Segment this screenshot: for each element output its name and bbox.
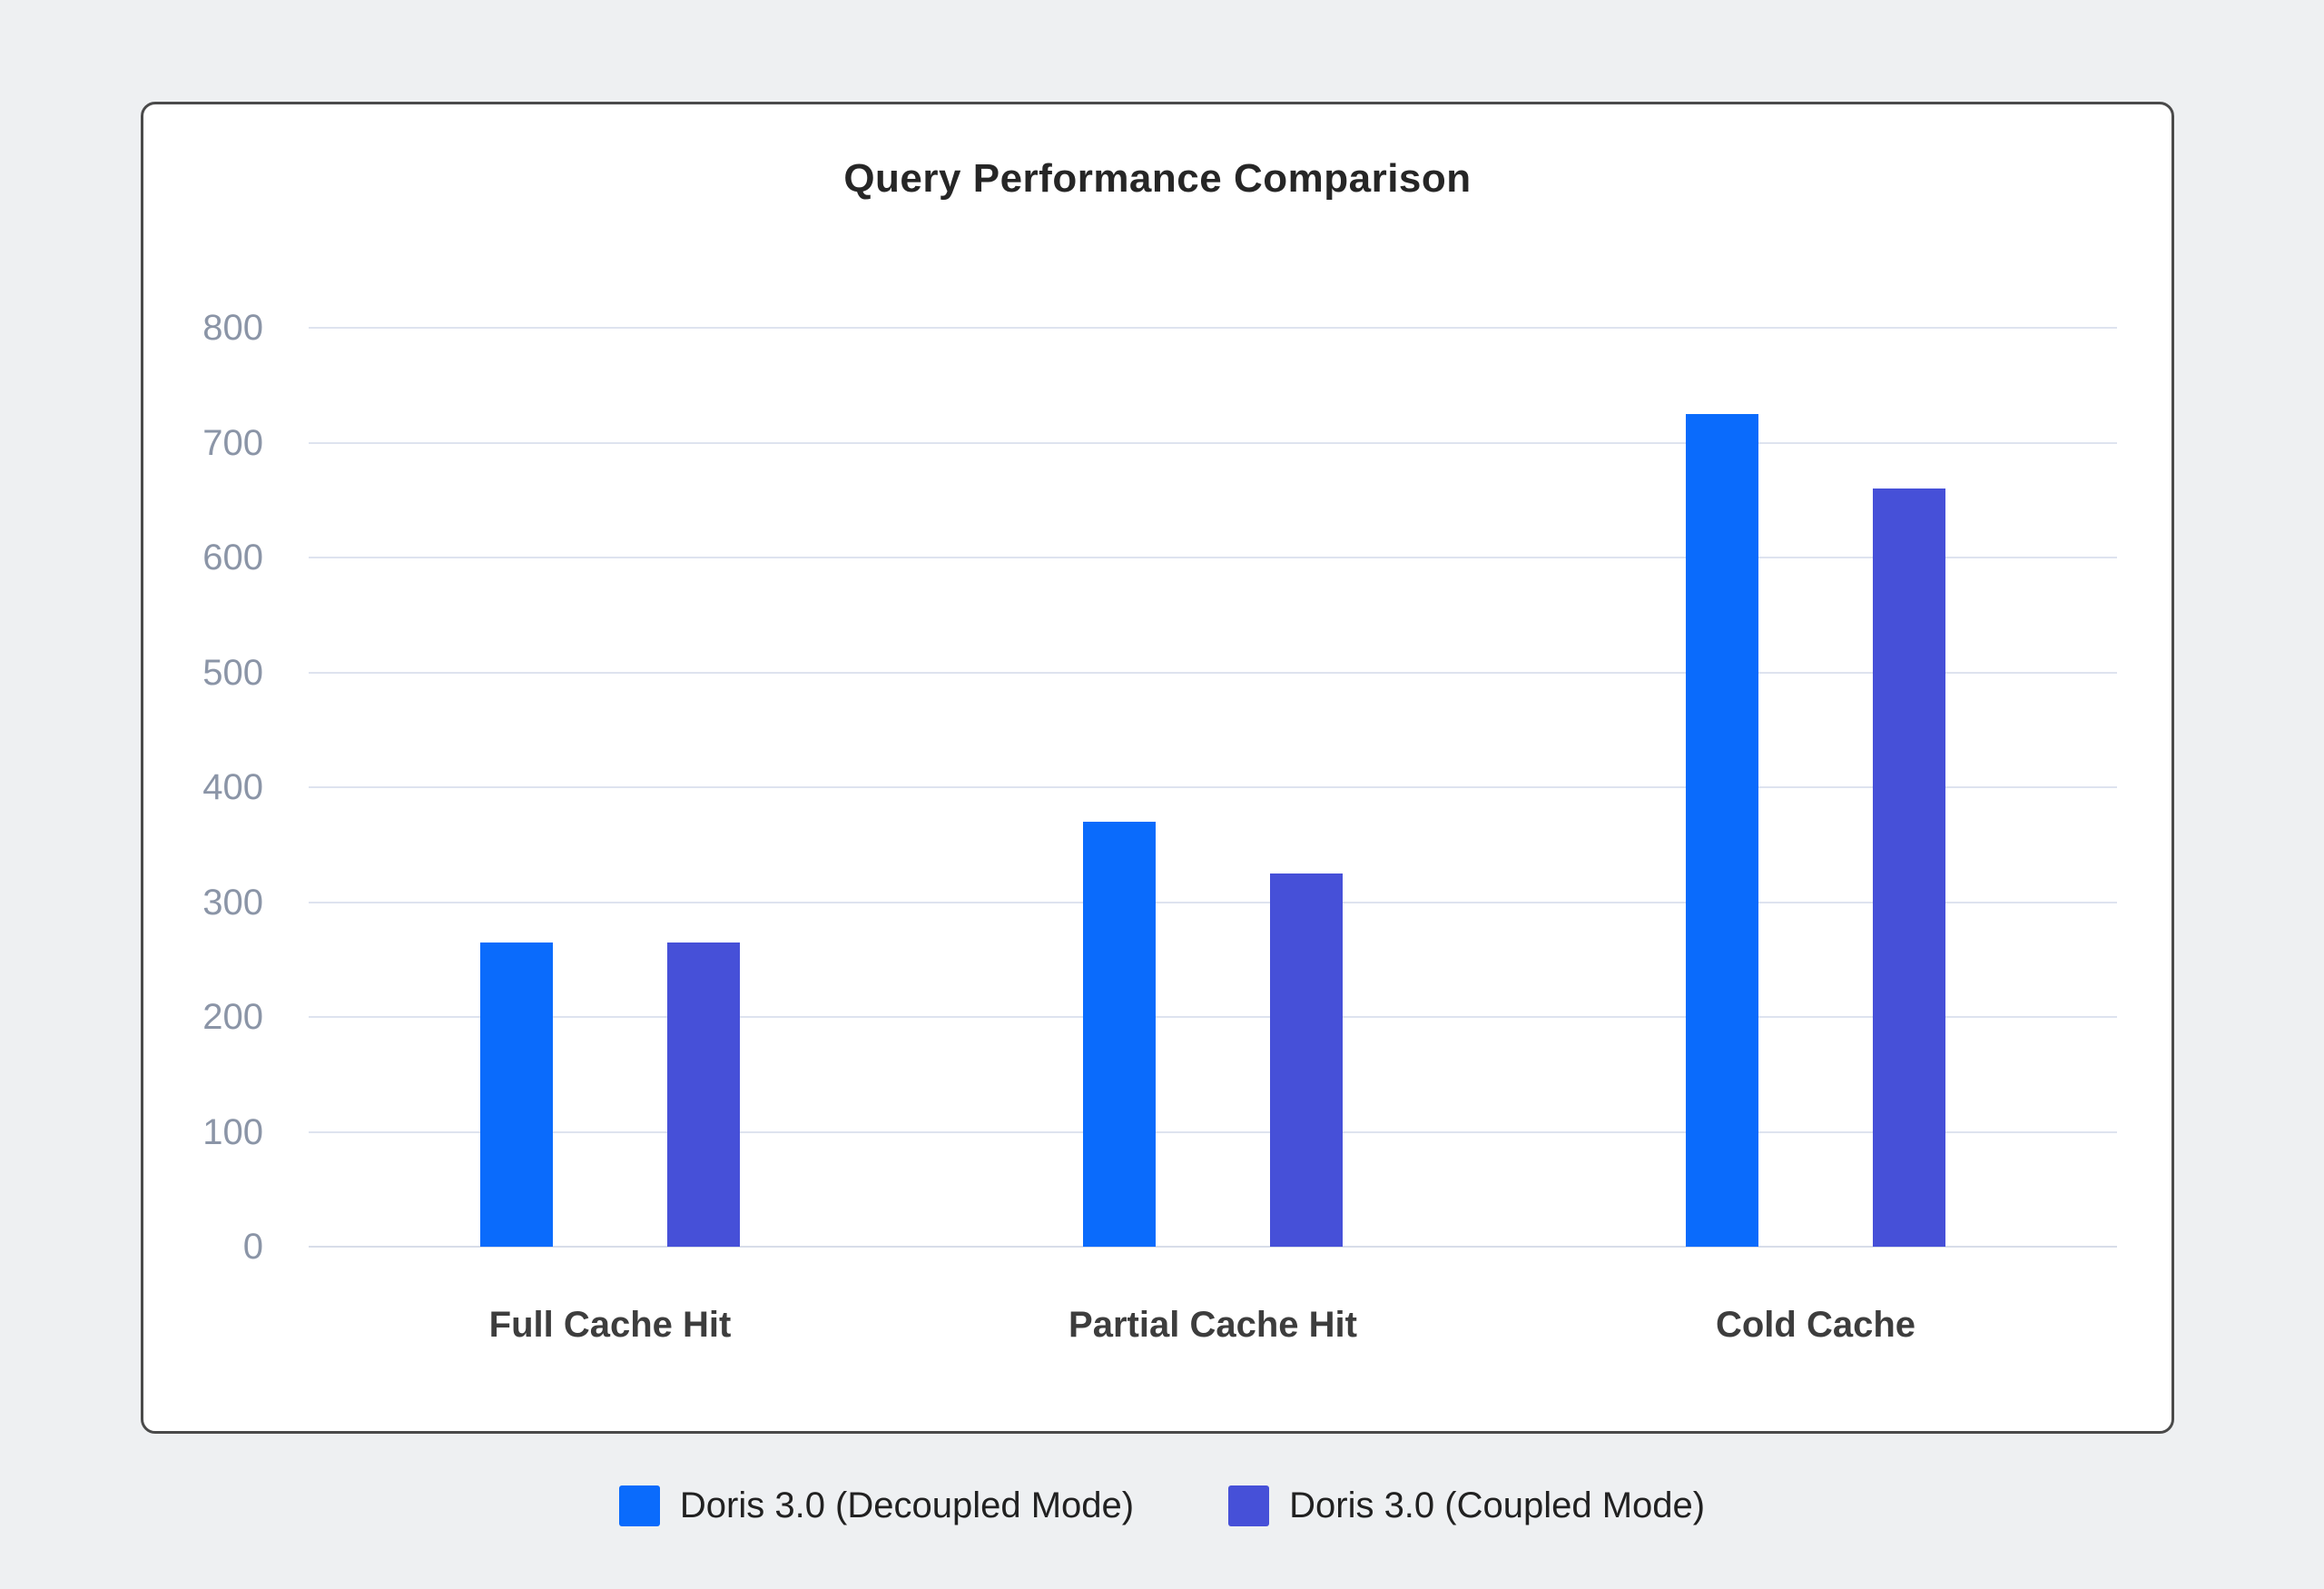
gridline-600 [309,557,2117,558]
y-tick-label-700: 700 [202,422,263,463]
gridline-100 [309,1130,2117,1133]
gridline-300 [309,901,2117,903]
legend-label-doris-3-0-decoupled-mode: Doris 3.0 (Decoupled Mode) [679,1485,1135,1525]
bar-doris-3-0-coupled-mode-full-cache-hit [667,942,740,1247]
gridline-400 [309,786,2117,788]
x-category-label-cold-cache: Cold Cache [1715,1305,1916,1345]
bar-doris-3-0-decoupled-mode-partial-cache-hit [1083,821,1156,1247]
y-tick-label-300: 300 [202,882,263,923]
bar-doris-3-0-decoupled-mode-full-cache-hit [480,942,553,1247]
bar-doris-3-0-coupled-mode-partial-cache-hit [1270,873,1343,1247]
x-category-label-full-cache-hit: Full Cache Hit [488,1305,732,1345]
y-tick-label-100: 100 [202,1111,263,1152]
y-tick-label-500: 500 [202,652,263,693]
legend: Doris 3.0 (Decoupled Mode) Doris 3.0 (Cou… [0,1485,2324,1526]
gridline-700 [309,441,2117,444]
chart-title: Query Performance Comparison [843,156,1472,201]
y-tick-label-400: 400 [202,767,263,807]
x-axis-labels: Full Cache Hit Partial Cache Hit Cold Cach… [309,1305,2117,1346]
y-tick-label-600: 600 [202,538,263,577]
legend-item-doris-3-0-coupled-mode: Doris 3.0 (Coupled Mode) [1228,1485,1705,1526]
legend-swatch-doris-3-0-decoupled-mode [618,1485,660,1526]
y-tick-label-200: 200 [202,997,263,1037]
gridline-200 [309,1016,2117,1018]
bar-doris-3-0-decoupled-mode-cold-cache [1686,413,1758,1247]
x-category-label-partial-cache-hit: Partial Cache Hit [1068,1305,1357,1345]
chart-card: Query Performance Comparison 0 100 200 300 4… [141,102,2174,1434]
legend-label-doris-3-0-coupled-mode: Doris 3.0 (Coupled Mode) [1289,1485,1706,1525]
legend-item-doris-3-0-decoupled-mode: Doris 3.0 (Decoupled Mode) [618,1485,1135,1526]
legend-swatch-doris-3-0-coupled-mode [1228,1485,1270,1526]
gridline-0 [309,1246,2117,1248]
y-axis-labels: 0 100 200 300 400 500 600 700 800 [143,308,263,1267]
gridline-800 [309,327,2117,329]
gridline-500 [309,671,2117,674]
plot-area [309,327,2117,1248]
y-tick-label-800: 800 [202,308,263,348]
y-tick-label-0: 0 [242,1227,263,1267]
bar-doris-3-0-coupled-mode-cold-cache [1873,489,1945,1247]
